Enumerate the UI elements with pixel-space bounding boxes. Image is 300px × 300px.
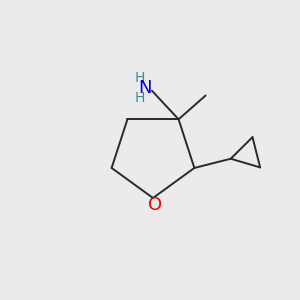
Text: H: H: [134, 71, 145, 85]
Text: H: H: [134, 91, 145, 105]
Text: N: N: [139, 79, 152, 97]
Text: O: O: [148, 196, 162, 214]
